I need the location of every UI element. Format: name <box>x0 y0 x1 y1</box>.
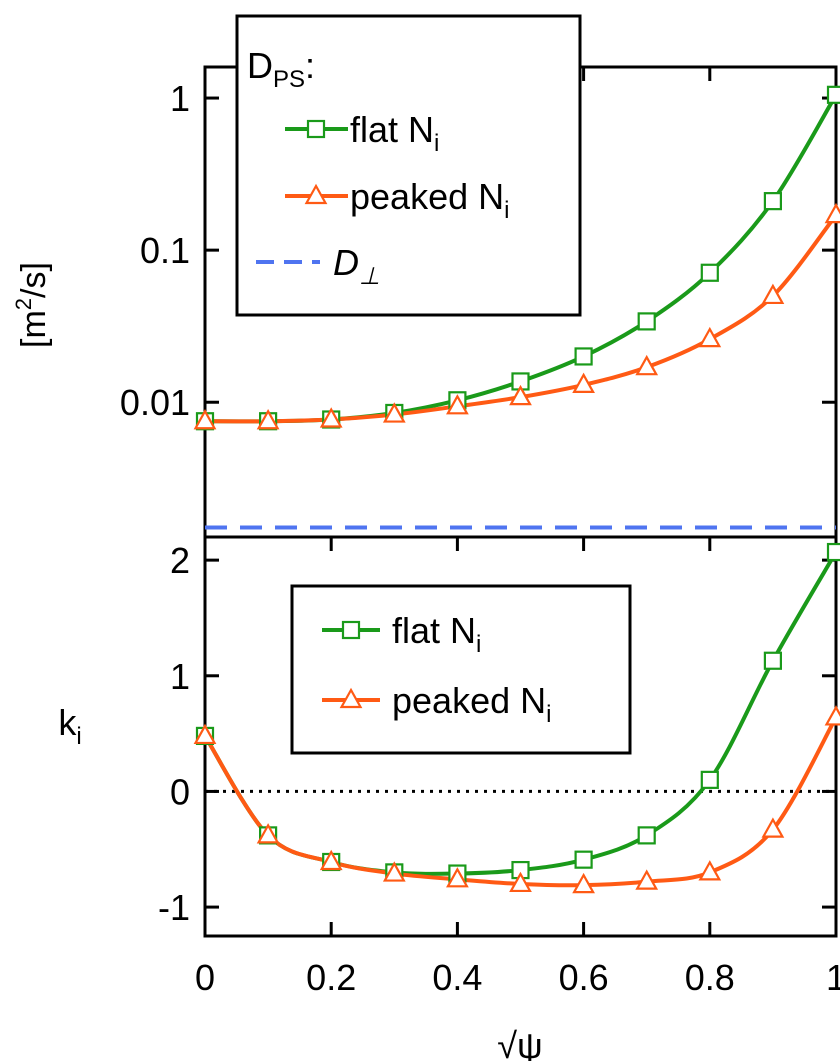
x-tick-label: 0.6 <box>559 957 609 998</box>
legend-entry-flat: flat Ni <box>350 109 439 157</box>
legend-entry-sub: ⊥ <box>359 263 380 290</box>
data-point-square <box>576 852 592 868</box>
legend-title-sub: PS <box>273 66 305 93</box>
y-tick-label: 0.1 <box>140 230 190 271</box>
y-tick-label: 2 <box>170 540 190 581</box>
data-point-triangle <box>827 205 840 222</box>
data-point-square <box>576 348 592 364</box>
legend-entry-text: D <box>333 242 359 283</box>
y-tick-label: -1 <box>158 887 190 928</box>
y-axis-label-main: k <box>58 702 77 743</box>
legend-entry-sub: i <box>546 701 551 728</box>
x-tick-label: 0 <box>195 957 215 998</box>
y-tick-label: 0 <box>170 771 190 812</box>
y-axis-label-sup: 2 <box>11 298 36 310</box>
legend-entry-text: peaked N <box>392 680 546 721</box>
legend-entry-sub: i <box>504 197 509 224</box>
y-axis-label-main: [m <box>15 310 53 348</box>
data-point-square <box>765 653 781 669</box>
top-legend-box <box>237 16 580 315</box>
legend-entry-text: flat N <box>350 109 434 150</box>
data-point-square <box>765 193 781 209</box>
data-point-square <box>702 772 718 788</box>
x-tick-label: 1 <box>826 957 840 998</box>
y-axis-label: [m2/s] <box>11 262 53 348</box>
data-point-square <box>828 544 840 560</box>
y-tick-label: 0.01 <box>120 382 190 423</box>
legend-title-tail: : <box>305 45 315 86</box>
x-tick-label: 0.4 <box>432 957 482 998</box>
legend-entry-text: flat N <box>392 610 476 651</box>
legend-entry-peaked: peaked Ni <box>392 680 551 728</box>
data-point-square <box>639 313 655 329</box>
legend-entry-sub: i <box>476 631 481 658</box>
data-point-triangle <box>827 707 840 724</box>
legend-entry-peaked: peaked Ni <box>350 176 509 224</box>
x-tick-label: 0.2 <box>306 957 356 998</box>
legend-title-main: D <box>247 45 273 86</box>
data-point-square <box>828 87 840 103</box>
data-point-square <box>702 265 718 281</box>
y-tick-label: 1 <box>170 78 190 119</box>
y-tick-label: 1 <box>170 656 190 697</box>
x-tick-label: 0.8 <box>685 957 735 998</box>
y-axis-label-sub: i <box>76 723 81 750</box>
data-point-square <box>308 121 324 137</box>
y-axis-label-k: ki <box>58 702 81 750</box>
data-point-square <box>343 622 359 638</box>
legend-entry-flat: flat Ni <box>392 610 481 658</box>
x-axis-label: √ψ <box>497 1025 542 1061</box>
y-axis-label-tail: /s] <box>15 262 53 298</box>
legend-entry-sub: i <box>434 130 439 157</box>
data-point-square <box>639 827 655 843</box>
legend-entry-text: peaked N <box>350 176 504 217</box>
